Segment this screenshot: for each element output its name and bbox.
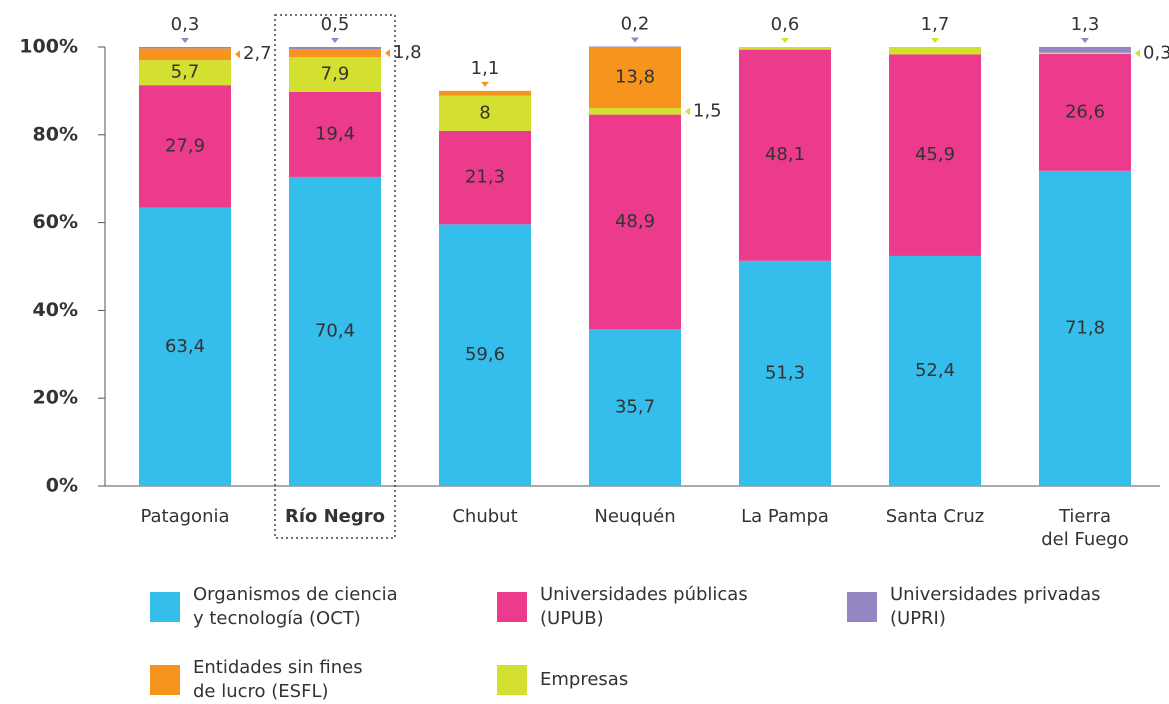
data-label: 0,5 xyxy=(321,14,350,35)
x-tick-label: Tierra del Fuego xyxy=(1041,506,1129,550)
label-pointer xyxy=(781,38,789,43)
data-label: 26,6 xyxy=(1065,101,1105,122)
x-tick-label: Santa Cruz xyxy=(886,506,985,527)
x-tick-label: Patagonia xyxy=(140,506,229,527)
bar-segment xyxy=(439,224,531,486)
bar-segment xyxy=(139,48,231,61)
bar-segment xyxy=(589,46,681,48)
legend-swatch xyxy=(150,592,180,622)
y-tick-label: 80% xyxy=(33,123,78,145)
y-tick-label: 20% xyxy=(33,387,78,409)
data-label: 48,9 xyxy=(615,211,655,232)
label-pointer xyxy=(481,81,489,87)
data-label: 13,8 xyxy=(615,67,655,88)
bar-segment xyxy=(889,255,981,486)
label-pointer xyxy=(631,37,639,43)
y-tick-label: 60% xyxy=(33,211,78,233)
data-label: 70,4 xyxy=(315,320,355,341)
data-label: 1,3 xyxy=(1071,14,1100,35)
data-label: 1,5 xyxy=(693,100,722,121)
legend-label: Entidades sin fines de lucro (ESFL) xyxy=(193,657,363,702)
data-label: 1,1 xyxy=(471,58,500,79)
bar-segment xyxy=(139,85,231,208)
y-tick-label: 40% xyxy=(33,299,78,321)
legend-swatch xyxy=(497,592,527,622)
data-label: 1,7 xyxy=(921,14,950,35)
bar-segment xyxy=(289,49,381,58)
label-pointer xyxy=(1081,38,1089,43)
data-label: 51,3 xyxy=(765,362,805,383)
bar-segment xyxy=(439,130,531,225)
data-label: 21,3 xyxy=(465,167,505,188)
bar-segment xyxy=(889,47,981,55)
data-label: 8 xyxy=(479,102,490,123)
bar-segment xyxy=(589,329,681,486)
bar-segment xyxy=(739,47,831,50)
legend-swatch xyxy=(150,665,180,695)
bar-segment xyxy=(139,207,231,486)
legend-swatch xyxy=(497,665,527,695)
bar-segment xyxy=(589,114,681,330)
legend-label: Universidades privadas (UPRI) xyxy=(890,584,1101,629)
data-label: 19,4 xyxy=(315,123,355,144)
bar-segment xyxy=(439,90,531,96)
data-label: 0,6 xyxy=(771,14,800,35)
data-label: 71,8 xyxy=(1065,317,1105,338)
x-tick-label: Chubut xyxy=(452,506,517,527)
bar-segment xyxy=(589,108,681,115)
data-label: 5,7 xyxy=(171,62,200,83)
data-label: 63,4 xyxy=(165,336,205,357)
highlight-box xyxy=(274,14,396,539)
bar-segment xyxy=(439,95,531,131)
data-label: 59,6 xyxy=(465,344,505,365)
bar-segment xyxy=(1039,47,1131,53)
data-label: 52,4 xyxy=(915,360,955,381)
x-tick-label: La Pampa xyxy=(741,506,829,527)
label-pointer xyxy=(685,107,690,116)
label-pointer xyxy=(931,38,939,43)
legend-label: Universidades públicas (UPUB) xyxy=(540,584,748,629)
y-tick-label: 100% xyxy=(19,36,78,58)
label-pointer xyxy=(235,50,240,59)
label-pointer xyxy=(1135,49,1140,58)
legend-swatch xyxy=(847,592,877,622)
bar-segment xyxy=(889,54,981,256)
bar-segment xyxy=(739,49,831,261)
data-label: 48,1 xyxy=(765,144,805,165)
bar-segment xyxy=(289,176,381,486)
legend-label: Organismos de ciencia y tecnología (OCT) xyxy=(193,584,398,629)
data-label: 2,7 xyxy=(243,43,272,64)
data-label: 35,7 xyxy=(615,397,655,418)
x-tick-label: Río Negro xyxy=(285,506,385,527)
label-pointer xyxy=(385,49,390,58)
data-label: 0,3 xyxy=(1143,42,1169,63)
bar-segment xyxy=(289,91,381,177)
bar-segment xyxy=(289,47,381,50)
bar-segment xyxy=(139,60,231,86)
bar-segment xyxy=(289,57,381,92)
data-label: 45,9 xyxy=(915,144,955,165)
data-label: 7,9 xyxy=(321,63,350,84)
data-label: 1,8 xyxy=(393,42,422,63)
legend-label: Empresas xyxy=(540,669,628,690)
bar-segment xyxy=(1039,52,1131,55)
data-label: 27,9 xyxy=(165,135,205,156)
label-pointer xyxy=(331,38,339,43)
x-tick-label: Neuquén xyxy=(594,506,675,527)
data-label: 0,2 xyxy=(621,14,650,35)
bar-segment xyxy=(739,260,831,486)
y-tick-label: 0% xyxy=(46,475,78,497)
bar-segment xyxy=(1039,54,1131,171)
data-label: 0,3 xyxy=(171,14,200,35)
label-pointer xyxy=(181,38,189,43)
bar-segment xyxy=(589,47,681,109)
bar-segment xyxy=(139,47,231,49)
bar-segment xyxy=(1039,170,1131,486)
